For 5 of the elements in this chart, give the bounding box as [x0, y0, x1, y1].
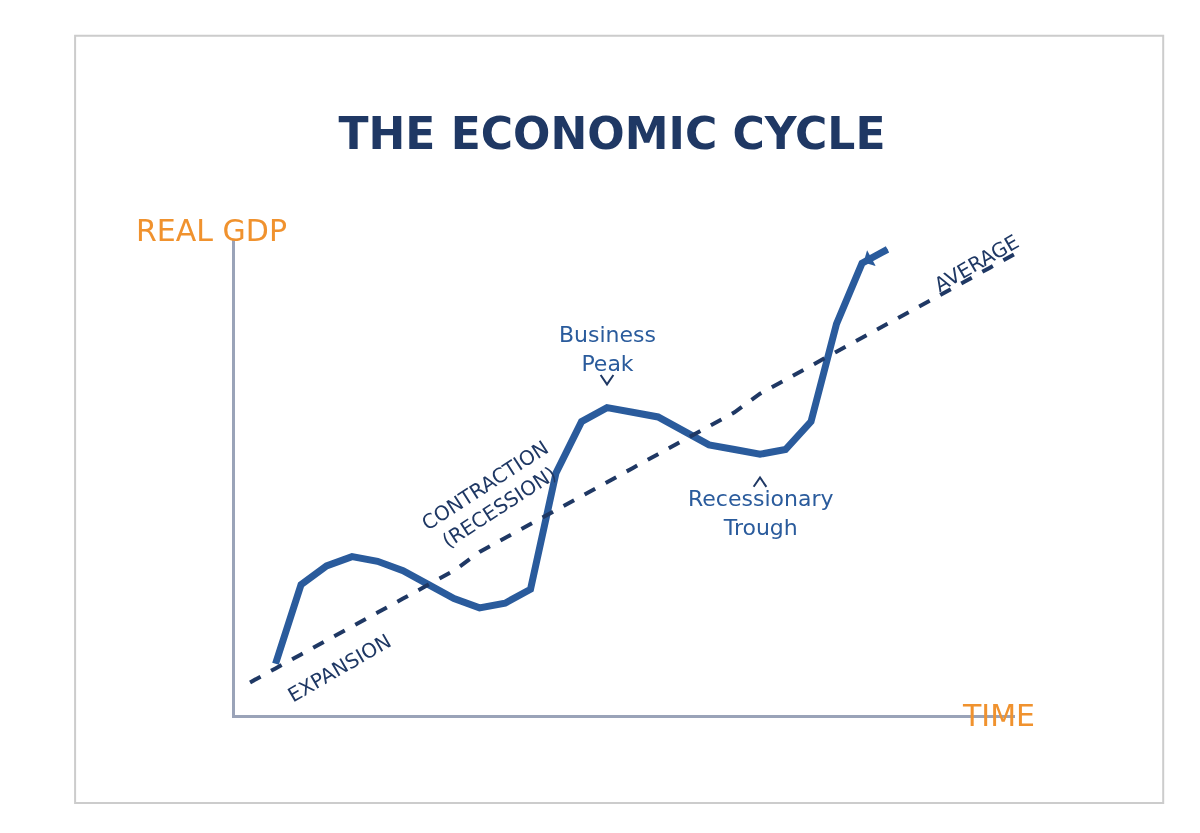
- chart-title: THE ECONOMIC CYCLE: [338, 107, 886, 159]
- x-axis-title: TIME: [962, 698, 1036, 733]
- y-axis-title: REAL GDP: [136, 213, 288, 248]
- annotation: Business Peak: [559, 322, 657, 376]
- annotation: Recessionary Trough: [688, 486, 834, 540]
